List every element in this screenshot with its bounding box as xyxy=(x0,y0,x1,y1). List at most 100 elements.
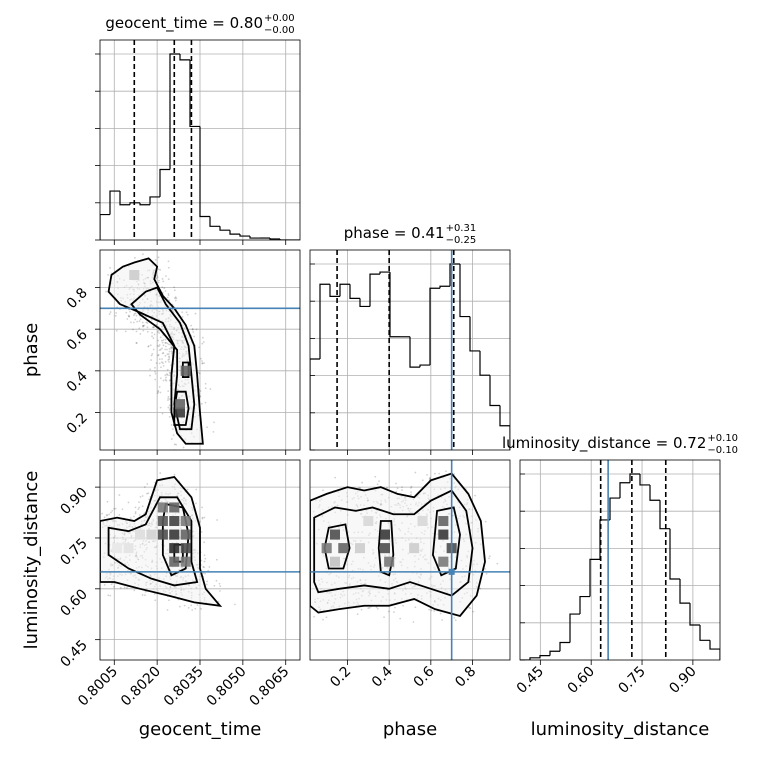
sample-point xyxy=(161,326,163,328)
sample-point xyxy=(168,361,170,363)
sample-point xyxy=(142,322,144,324)
sample-point xyxy=(174,289,176,291)
sample-point xyxy=(167,609,169,611)
sample-point xyxy=(168,356,170,358)
sample-point xyxy=(399,618,401,620)
sample-point xyxy=(106,515,108,517)
hist-panel-luminosity_distance xyxy=(520,460,720,660)
hist-bar-luminosity_distance-2 xyxy=(540,656,550,658)
sample-point xyxy=(162,278,164,280)
title-phase: phase = 0.41 +0.31−0.25 xyxy=(344,223,476,246)
sample-point xyxy=(110,512,112,514)
title-main-phase: phase = 0.41 xyxy=(344,224,445,242)
sample-point xyxy=(101,513,103,515)
sample-point xyxy=(149,368,151,370)
sample-point xyxy=(160,336,162,338)
sample-point xyxy=(202,362,204,364)
sample-point xyxy=(422,479,424,481)
sample-point xyxy=(154,367,156,369)
sample-point xyxy=(168,278,170,280)
sample-point xyxy=(440,613,442,615)
xtick-label-phase-3: 0.8 xyxy=(452,664,479,691)
sample-point xyxy=(104,516,106,518)
density-core-3 xyxy=(169,516,179,526)
sample-point xyxy=(168,343,170,345)
2d-panel-phase-luminosity_distance-content xyxy=(298,460,510,660)
sample-point xyxy=(168,261,170,263)
sample-point xyxy=(154,371,156,373)
sample-point xyxy=(201,343,203,345)
xtick-label-geocent_time-2: 0.8035 xyxy=(161,664,207,710)
sample-point xyxy=(486,573,488,575)
sample-point xyxy=(202,337,204,339)
sample-point xyxy=(165,339,167,341)
sample-point xyxy=(165,290,167,292)
sample-point xyxy=(190,604,192,606)
hist-bar-phase-7 xyxy=(380,272,390,274)
sample-point xyxy=(199,373,201,375)
sample-point xyxy=(305,532,307,534)
sample-point xyxy=(169,351,171,353)
sample-point xyxy=(195,489,197,491)
sample-point xyxy=(124,587,126,589)
sample-point xyxy=(98,563,100,565)
ytick-label-luminosity_distance-1: 0.60 xyxy=(57,586,90,619)
sample-point xyxy=(95,525,97,527)
sample-point xyxy=(191,609,193,611)
sample-point xyxy=(168,267,170,269)
title-geocent_time: geocent_time = 0.80 +0.00−0.00 xyxy=(105,13,294,36)
density-core-2 xyxy=(322,543,332,553)
sample-point xyxy=(162,339,164,341)
sample-point xyxy=(156,362,158,364)
sample-point xyxy=(410,491,412,493)
sample-point xyxy=(188,607,190,609)
sample-point xyxy=(484,568,486,570)
sample-point xyxy=(378,480,380,482)
sample-point xyxy=(160,377,162,379)
hist-bar-luminosity_distance-9 xyxy=(610,498,620,520)
hist-bar-phase-5 xyxy=(360,298,370,306)
sample-point xyxy=(431,610,433,612)
ytick-label-luminosity_distance-3: 0.90 xyxy=(57,485,90,518)
sample-point xyxy=(105,291,107,293)
ytick-label-phase-0: 0.2 xyxy=(64,410,91,437)
sample-point xyxy=(118,514,120,516)
sample-point xyxy=(147,492,149,494)
sample-point xyxy=(455,619,457,621)
sample-point xyxy=(161,286,163,288)
sample-point xyxy=(94,581,96,583)
sample-point xyxy=(301,579,303,581)
ytick-label-luminosity_distance-2: 0.75 xyxy=(57,535,90,568)
yaxis-label-phase: phase xyxy=(21,323,42,377)
hist-bar-phase-2 xyxy=(330,284,340,296)
hist-bar-geocent_time-11 xyxy=(210,217,220,227)
sample-point xyxy=(130,517,132,519)
sample-point xyxy=(393,611,395,613)
sample-point xyxy=(163,365,165,367)
title-main-luminosity_distance: luminosity_distance = 0.72 xyxy=(502,434,706,453)
sample-point xyxy=(133,322,135,324)
xaxis-label-phase: phase xyxy=(383,719,437,740)
sample-point xyxy=(115,312,117,314)
sample-point xyxy=(168,396,170,398)
title-minus-luminosity_distance: −0.10 xyxy=(707,445,738,456)
sample-point xyxy=(158,345,160,347)
sample-point xyxy=(151,319,153,321)
sample-point xyxy=(113,508,115,510)
sample-point xyxy=(209,388,211,390)
hist-bar-luminosity_distance-15 xyxy=(670,529,680,579)
density-core-5 xyxy=(380,543,390,553)
hist-bar-geocent_time-6 xyxy=(160,170,170,197)
sample-point xyxy=(140,496,142,498)
xtick-label-geocent_time-1: 0.8020 xyxy=(118,664,164,710)
sample-point xyxy=(433,610,435,612)
sample-point xyxy=(479,588,481,590)
sample-point xyxy=(142,505,144,507)
sample-point xyxy=(154,334,156,336)
sample-point xyxy=(147,326,149,328)
sample-point xyxy=(472,611,474,613)
density-core-0 xyxy=(158,502,168,512)
sample-point xyxy=(138,501,140,503)
sample-point xyxy=(184,605,186,607)
